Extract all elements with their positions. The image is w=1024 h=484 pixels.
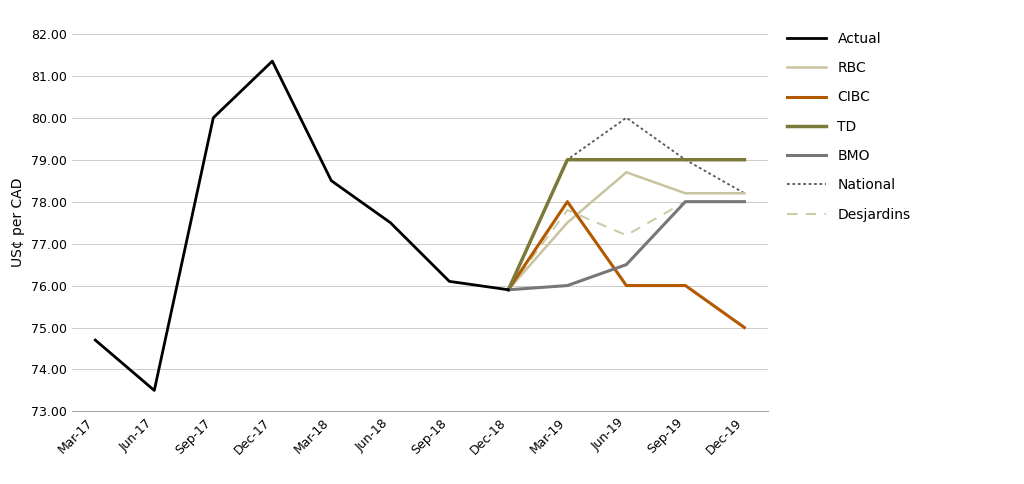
Legend: Actual, RBC, CIBC, TD, BMO, National, Desjardins: Actual, RBC, CIBC, TD, BMO, National, De… bbox=[782, 26, 916, 227]
Y-axis label: US¢ per CAD: US¢ per CAD bbox=[11, 178, 26, 267]
